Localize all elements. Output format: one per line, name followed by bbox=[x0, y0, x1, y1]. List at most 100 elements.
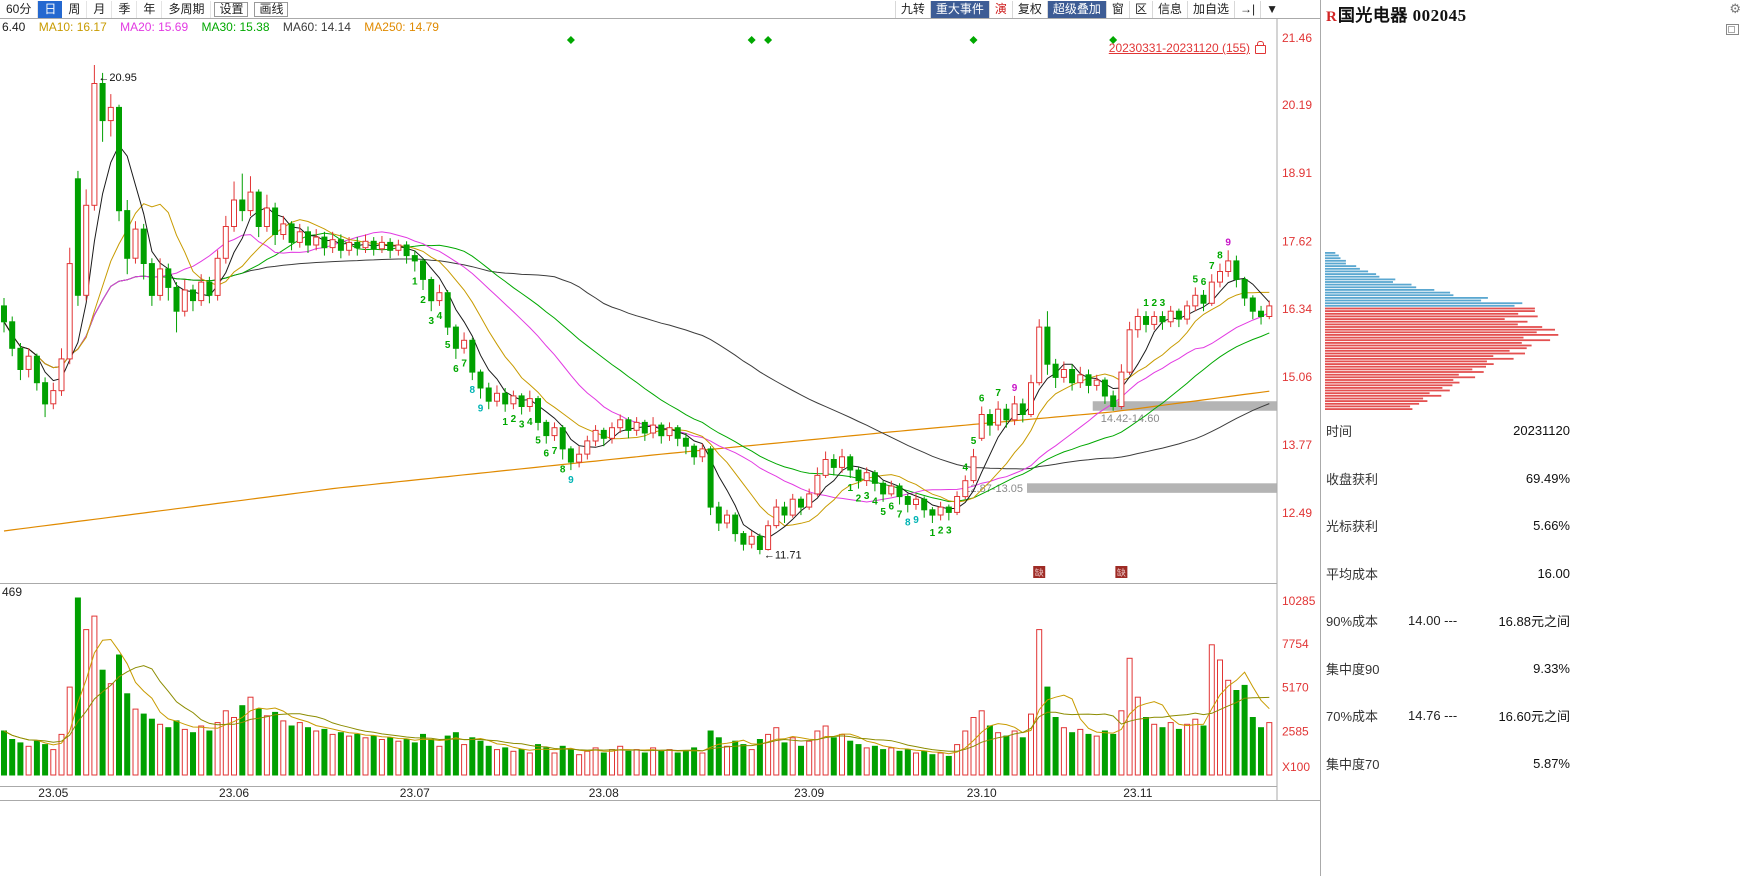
add-watchlist-button[interactable]: 加自选 bbox=[1186, 0, 1234, 18]
stat-value: 9.33% bbox=[1533, 660, 1570, 676]
svg-text:14.42-14.60: 14.42-14.60 bbox=[1101, 413, 1160, 425]
period-year-button[interactable]: 年 bbox=[137, 0, 163, 18]
svg-text:3: 3 bbox=[864, 491, 870, 502]
date-range-text: 20230331-20231120 (155) bbox=[1108, 41, 1250, 55]
gear-icon[interactable]: ⚙ bbox=[1729, 1, 1741, 16]
stat-mid: 14.76 --- bbox=[1408, 708, 1458, 724]
period-60min-button[interactable]: 60分 bbox=[0, 0, 39, 18]
stat-label: 90%成本 bbox=[1326, 614, 1379, 630]
svg-text:23.09: 23.09 bbox=[794, 786, 824, 800]
period-day-button[interactable]: 日 bbox=[38, 0, 63, 18]
export-icon[interactable] bbox=[1726, 24, 1739, 35]
svg-text:7: 7 bbox=[552, 446, 558, 457]
svg-text:17.62: 17.62 bbox=[1282, 234, 1312, 248]
diamond-signal-icon bbox=[1109, 36, 1118, 44]
stat-label: 时间 bbox=[1326, 424, 1353, 440]
svg-text:1: 1 bbox=[847, 483, 853, 494]
svg-text:16.34: 16.34 bbox=[1282, 302, 1312, 316]
diamond-signal-icon bbox=[566, 36, 575, 44]
svg-text:3: 3 bbox=[1160, 298, 1166, 309]
svg-text:2: 2 bbox=[1151, 298, 1157, 309]
svg-text:X100: X100 bbox=[1282, 760, 1310, 774]
diamond-signal-icon bbox=[747, 36, 756, 44]
info-button[interactable]: 信息 bbox=[1151, 0, 1187, 18]
svg-text:9: 9 bbox=[1012, 383, 1018, 394]
gap-flag bbox=[1115, 566, 1128, 578]
date-range-label[interactable]: 20230331-20231120 (155) bbox=[1108, 40, 1266, 55]
svg-text:6: 6 bbox=[453, 364, 459, 375]
gap-flag bbox=[1033, 566, 1046, 578]
svg-text:1: 1 bbox=[412, 277, 418, 288]
svg-text:21.46: 21.46 bbox=[1282, 31, 1312, 45]
zone-button[interactable]: 区 bbox=[1128, 0, 1152, 18]
stat-row-cost90: 90%成本 14.00 --- 16.88元之间 bbox=[1326, 597, 1570, 645]
svg-text:23.06: 23.06 bbox=[219, 786, 249, 800]
svg-text:20.19: 20.19 bbox=[1282, 98, 1312, 112]
svg-text:7: 7 bbox=[1209, 261, 1215, 272]
major-events-button[interactable]: 重大事件 bbox=[929, 0, 989, 18]
svg-text:8: 8 bbox=[905, 517, 911, 528]
period-week-button[interactable]: 周 bbox=[62, 0, 88, 18]
nine-turn-button[interactable]: 九转 bbox=[894, 0, 930, 18]
stat-value: 16.00 bbox=[1537, 565, 1570, 581]
ma-indicator-labels: 6.40 MA10: 16.17 MA20: 15.69 MA30: 15.38… bbox=[2, 20, 449, 34]
multi-period-button[interactable]: 多周期 bbox=[162, 0, 212, 18]
window-button[interactable]: 窗 bbox=[1105, 0, 1129, 18]
svg-text:5: 5 bbox=[445, 340, 451, 351]
jump-icon[interactable]: →| bbox=[1233, 0, 1260, 18]
svg-text:6: 6 bbox=[889, 502, 895, 513]
svg-text:3: 3 bbox=[519, 420, 525, 431]
svg-text:7: 7 bbox=[461, 359, 467, 370]
stat-row-avg-cost: 平均成本 16.00 bbox=[1326, 550, 1570, 598]
lock-icon[interactable] bbox=[1255, 40, 1266, 54]
ma20-label: MA20: 15.69 bbox=[120, 20, 189, 34]
gap-zone bbox=[1092, 401, 1277, 411]
dropdown-arrow-icon[interactable]: ▼ bbox=[1260, 0, 1283, 18]
top-toolbar: 60分 日 周 月 季 年 多周期 设置 画线 九转 重大事件 演 复权 超级叠… bbox=[0, 0, 1283, 18]
svg-text:3: 3 bbox=[428, 316, 434, 327]
replay-button[interactable]: 演 bbox=[988, 0, 1012, 18]
svg-text:5: 5 bbox=[535, 435, 541, 446]
chip-distribution-panel: R 国光电器 002045 ⚙ 时间 20231120 收盘获利 69.49% … bbox=[1322, 0, 1748, 876]
stat-row-time: 时间 20231120 bbox=[1326, 407, 1570, 455]
svg-text:7: 7 bbox=[897, 510, 903, 521]
svg-text:5: 5 bbox=[880, 507, 886, 518]
stat-label: 收盘获利 bbox=[1326, 471, 1379, 487]
stat-value: 5.66% bbox=[1533, 518, 1570, 534]
stat-row-cursor-profit: 光标获利 5.66% bbox=[1326, 502, 1570, 550]
ma30-label: MA30: 15.38 bbox=[201, 20, 270, 34]
svg-text:6: 6 bbox=[979, 394, 985, 405]
svg-text:7: 7 bbox=[995, 388, 1001, 399]
stat-label: 光标获利 bbox=[1326, 519, 1379, 535]
draw-line-button[interactable]: 画线 bbox=[254, 1, 289, 17]
svg-text:2: 2 bbox=[420, 295, 426, 306]
settings-button[interactable]: 设置 bbox=[214, 1, 249, 17]
svg-text:2: 2 bbox=[856, 494, 862, 505]
svg-text:4: 4 bbox=[962, 462, 968, 473]
svg-text:1: 1 bbox=[502, 417, 508, 428]
svg-text:8: 8 bbox=[560, 465, 566, 476]
svg-text:1: 1 bbox=[1143, 298, 1149, 309]
ma10-label: MA10: 16.17 bbox=[38, 20, 107, 34]
stock-title: 国光电器 002045 bbox=[1337, 6, 1467, 25]
svg-text:←11.71: ←11.71 bbox=[764, 549, 802, 561]
svg-text:9: 9 bbox=[1225, 237, 1231, 248]
margin-r-tag: R bbox=[1326, 9, 1337, 25]
svg-text:23.07: 23.07 bbox=[400, 786, 430, 800]
ma250-label: MA250: 14.79 bbox=[364, 20, 439, 34]
svg-text:1: 1 bbox=[930, 528, 936, 539]
adjust-rights-button[interactable]: 复权 bbox=[1011, 0, 1047, 18]
svg-text:6: 6 bbox=[543, 449, 549, 460]
svg-text:8: 8 bbox=[1217, 251, 1223, 262]
svg-text:10285: 10285 bbox=[1282, 594, 1316, 608]
stat-label: 集中度90 bbox=[1326, 661, 1380, 677]
period-month-button[interactable]: 月 bbox=[87, 0, 113, 18]
svg-text:7754: 7754 bbox=[1282, 637, 1309, 651]
gap-zone bbox=[1027, 483, 1277, 493]
toolbar-right-group: 九转 重大事件 演 复权 超级叠加 窗 区 信息 加自选 →| ▼ bbox=[894, 0, 1283, 18]
ma5-label: 6.40 bbox=[2, 20, 26, 34]
super-overlay-button[interactable]: 超级叠加 bbox=[1046, 0, 1106, 18]
period-quarter-button[interactable]: 季 bbox=[112, 0, 138, 18]
svg-text:5: 5 bbox=[971, 436, 977, 447]
